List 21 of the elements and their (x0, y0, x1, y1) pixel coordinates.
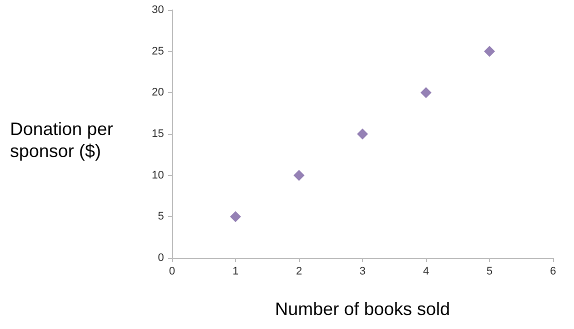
x-tick-label: 2 (296, 266, 302, 278)
y-axis-title: Donation per sponsor ($) (10, 119, 118, 161)
y-tick-label: 10 (152, 169, 164, 182)
x-axis-title: Number of books sold (274, 299, 450, 319)
x-tick-label: 4 (422, 266, 430, 278)
point (420, 87, 432, 98)
y-tick-label: 20 (152, 86, 164, 99)
y-tick-label: 15 (152, 128, 164, 140)
x-tick-label: 3 (359, 266, 366, 278)
x-tick-label: 1 (232, 266, 239, 278)
x-tick-label: 5 (486, 266, 493, 278)
point (484, 46, 495, 57)
point (230, 211, 241, 222)
y-tick-label: 25 (152, 45, 164, 58)
y-tick-label: 0 (158, 252, 164, 264)
x-tick-label: 0 (168, 266, 176, 278)
point (357, 128, 368, 140)
point (294, 170, 304, 181)
y-tick-label: 30 (152, 4, 164, 16)
x-tick-label: 6 (550, 266, 556, 278)
y-tick-label: 5 (158, 210, 164, 223)
